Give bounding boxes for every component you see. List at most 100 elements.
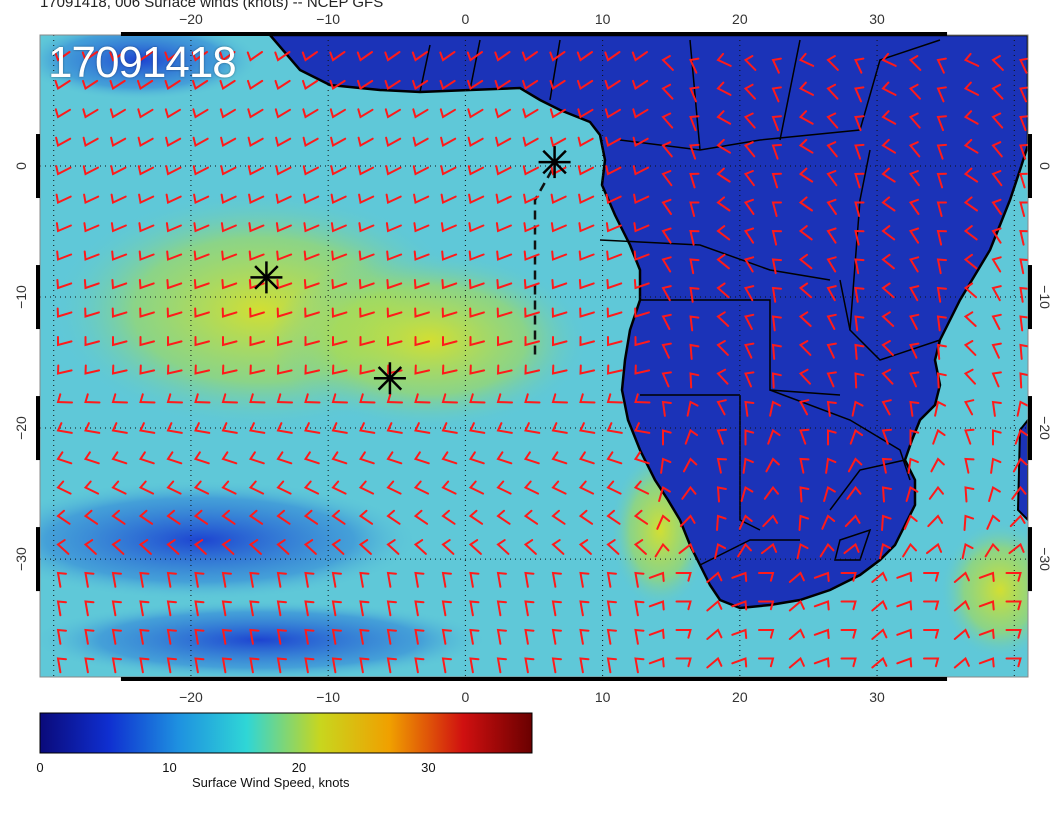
axis-bar xyxy=(1028,527,1032,592)
wind-barb xyxy=(689,115,700,132)
wind-barb xyxy=(193,222,210,233)
wind-barb xyxy=(788,656,805,669)
wind-barb xyxy=(221,364,238,375)
wind-barb xyxy=(961,543,974,560)
wind-barb xyxy=(138,539,152,555)
wind-barb xyxy=(82,165,99,176)
wind-barb xyxy=(964,486,975,503)
wind-barb xyxy=(111,628,122,645)
wind-barb xyxy=(577,136,594,148)
wind-barb xyxy=(249,571,260,588)
wind-barb xyxy=(632,136,649,148)
wind-barb xyxy=(84,628,95,645)
wind-barb xyxy=(386,657,397,674)
wind-barb xyxy=(896,571,913,582)
wind-barb xyxy=(81,51,98,62)
wind-barb xyxy=(56,422,73,434)
wind-barb xyxy=(441,628,452,645)
wind-barb xyxy=(744,371,755,388)
wind-barb xyxy=(963,253,978,270)
wind-barb xyxy=(634,307,650,318)
wind-barb xyxy=(469,336,485,347)
wind-barb xyxy=(716,428,727,445)
wind-barb xyxy=(275,136,292,148)
axis-bar xyxy=(36,527,40,592)
wind-barb xyxy=(440,222,457,233)
wind-barb xyxy=(414,628,425,645)
wind-barb xyxy=(304,657,315,674)
wind-barb xyxy=(633,279,650,290)
strong-wind-zone xyxy=(270,250,590,430)
left-lat-tick-label: 0 xyxy=(13,162,29,170)
wind-barb xyxy=(166,307,183,318)
wind-barb xyxy=(661,170,673,187)
wind-barb xyxy=(689,286,700,303)
wind-barb xyxy=(329,51,346,62)
wind-barb xyxy=(605,136,622,148)
wind-barb xyxy=(221,422,238,434)
wind-barb xyxy=(276,422,293,434)
wind-barb xyxy=(706,628,723,640)
wind-barb xyxy=(905,485,919,502)
wind-barb xyxy=(633,509,649,525)
wind-barb xyxy=(138,480,155,495)
wind-barb xyxy=(193,193,210,204)
wind-barb xyxy=(1019,229,1028,246)
wind-barb xyxy=(139,307,155,318)
wind-barb xyxy=(744,342,755,359)
wind-barb xyxy=(1009,514,1026,528)
wind-barb xyxy=(414,657,425,674)
wind-barb xyxy=(991,342,1002,359)
wind-barb xyxy=(991,400,1002,417)
wind-barb xyxy=(357,136,374,148)
wind-barb xyxy=(716,486,727,503)
wind-barb xyxy=(414,422,431,434)
wind-barb xyxy=(469,422,486,434)
wind-barb xyxy=(413,509,429,525)
wind-barb xyxy=(716,81,732,96)
wind-barb xyxy=(83,193,100,204)
wind-barb xyxy=(604,79,621,91)
wind-barb xyxy=(441,451,458,465)
wind-barb xyxy=(221,509,236,525)
wind-barb xyxy=(661,400,672,417)
wind-barb xyxy=(744,313,755,330)
wind-barb xyxy=(139,422,156,434)
top-lon-tick-label: 20 xyxy=(732,11,748,27)
wind-barb xyxy=(579,393,596,404)
wind-barb xyxy=(549,79,566,91)
wind-barb xyxy=(413,539,427,555)
wind-barb xyxy=(276,628,287,645)
wind-barb xyxy=(991,112,1004,129)
wind-barb xyxy=(274,79,291,91)
wind-barb xyxy=(359,600,370,617)
wind-barb xyxy=(386,422,403,434)
wind-barb xyxy=(743,55,757,71)
wind-barb xyxy=(276,571,287,588)
wind-barb xyxy=(577,108,594,119)
wind-barb xyxy=(495,193,512,204)
wind-barb xyxy=(1019,372,1028,389)
wind-barb xyxy=(166,364,183,375)
wind-barb xyxy=(761,542,778,555)
wind-barb xyxy=(221,480,237,495)
wind-barb xyxy=(963,225,978,241)
wind-barb xyxy=(441,364,458,375)
wind-barb xyxy=(192,108,209,119)
wind-barb xyxy=(788,628,805,640)
wind-barb xyxy=(386,571,397,588)
wind-barb xyxy=(359,393,376,404)
right-lat-tick-label: −30 xyxy=(1037,547,1053,571)
wind-barb xyxy=(908,55,922,71)
wind-barb xyxy=(439,108,456,119)
wind-barb xyxy=(414,393,431,404)
wind-barb xyxy=(411,51,428,62)
wind-barb xyxy=(731,628,748,639)
wind-barb xyxy=(384,51,401,62)
wind-barb xyxy=(386,279,403,290)
wind-barb xyxy=(953,599,970,612)
wind-barb xyxy=(661,285,672,302)
timestamp-stamp: 17091418 xyxy=(48,38,237,87)
wind-barb xyxy=(248,250,265,261)
wind-barb xyxy=(771,143,782,160)
